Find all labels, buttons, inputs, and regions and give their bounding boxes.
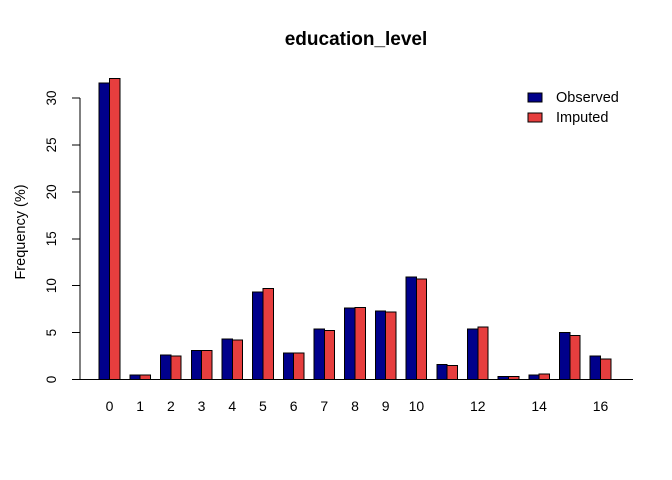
legend-swatch-imputed bbox=[527, 112, 543, 123]
bar-observed-0 bbox=[98, 82, 110, 381]
bar-observed-14 bbox=[528, 374, 540, 380]
x-category-label: 9 bbox=[382, 398, 390, 414]
bar-observed-12 bbox=[466, 328, 479, 380]
legend-swatch-observed bbox=[527, 92, 543, 103]
bar-imputed-10 bbox=[415, 278, 428, 381]
y-tick-label: 20 bbox=[44, 184, 59, 199]
bar-imputed-4 bbox=[231, 339, 244, 380]
x-category-label: 6 bbox=[290, 398, 298, 414]
bar-observed-3 bbox=[190, 349, 203, 381]
bar-imputed-1 bbox=[139, 374, 151, 380]
x-category-label: 1 bbox=[136, 398, 144, 414]
y-tick-label: 10 bbox=[44, 278, 59, 293]
x-category-label: 8 bbox=[351, 398, 359, 414]
x-category-label: 16 bbox=[593, 398, 609, 414]
bar-observed-5 bbox=[252, 291, 264, 380]
bars-group bbox=[98, 77, 612, 381]
bar-observed-1 bbox=[129, 374, 141, 380]
x-category-label: 5 bbox=[259, 398, 267, 414]
bar-imputed-15 bbox=[569, 334, 581, 380]
bar-observed-13 bbox=[497, 376, 509, 381]
bar-imputed-0 bbox=[109, 77, 121, 381]
bar-observed-15 bbox=[559, 332, 571, 380]
x-category-label: 7 bbox=[320, 398, 328, 414]
bar-imputed-13 bbox=[507, 376, 520, 381]
bar-imputed-5 bbox=[262, 287, 274, 381]
bar-imputed-2 bbox=[170, 355, 182, 381]
x-category-label: 0 bbox=[106, 398, 114, 414]
bar-observed-2 bbox=[160, 354, 172, 381]
bar-observed-6 bbox=[282, 352, 295, 381]
y-tick-label: 5 bbox=[44, 329, 59, 337]
x-category-label: 10 bbox=[409, 398, 425, 414]
y-tick-label: 30 bbox=[44, 90, 59, 105]
legend: Observed Imputed bbox=[527, 90, 619, 126]
bar-imputed-8 bbox=[354, 306, 366, 380]
bar-imputed-11 bbox=[446, 364, 458, 380]
bar-observed-10 bbox=[405, 276, 417, 380]
x-category-label: 14 bbox=[531, 398, 547, 414]
x-category-label: 2 bbox=[167, 398, 175, 414]
chart-title: education_level bbox=[285, 29, 428, 50]
bar-imputed-16 bbox=[600, 358, 612, 380]
bar-observed-7 bbox=[313, 328, 325, 380]
x-category-label: 12 bbox=[470, 398, 486, 414]
bar-imputed-3 bbox=[201, 349, 213, 381]
y-tick-label: 25 bbox=[44, 137, 59, 152]
bar-imputed-9 bbox=[385, 311, 397, 380]
y-tick-label: 0 bbox=[44, 376, 59, 384]
x-category-label: 3 bbox=[198, 398, 206, 414]
x-category-label: 4 bbox=[228, 398, 236, 414]
bar-observed-9 bbox=[374, 310, 387, 380]
bar-imputed-14 bbox=[538, 373, 550, 380]
bar-observed-11 bbox=[436, 363, 448, 380]
bar-imputed-12 bbox=[477, 326, 489, 381]
legend-label-observed: Observed bbox=[556, 90, 619, 106]
y-axis-ticks: 0 5 10 15 20 25 30 bbox=[44, 90, 80, 383]
bar-observed-8 bbox=[344, 307, 356, 380]
legend-label-imputed: Imputed bbox=[556, 110, 608, 126]
bar-imputed-6 bbox=[293, 352, 305, 381]
y-tick-label: 15 bbox=[44, 231, 59, 246]
bar-observed-4 bbox=[221, 338, 233, 380]
x-axis-labels: 0 1 2 3 4 5 6 7 8 9 10 12 14 16 bbox=[106, 398, 609, 414]
bar-imputed-7 bbox=[323, 330, 336, 380]
y-axis-label: Frequency (%) bbox=[13, 184, 29, 279]
bar-observed-16 bbox=[589, 355, 602, 381]
